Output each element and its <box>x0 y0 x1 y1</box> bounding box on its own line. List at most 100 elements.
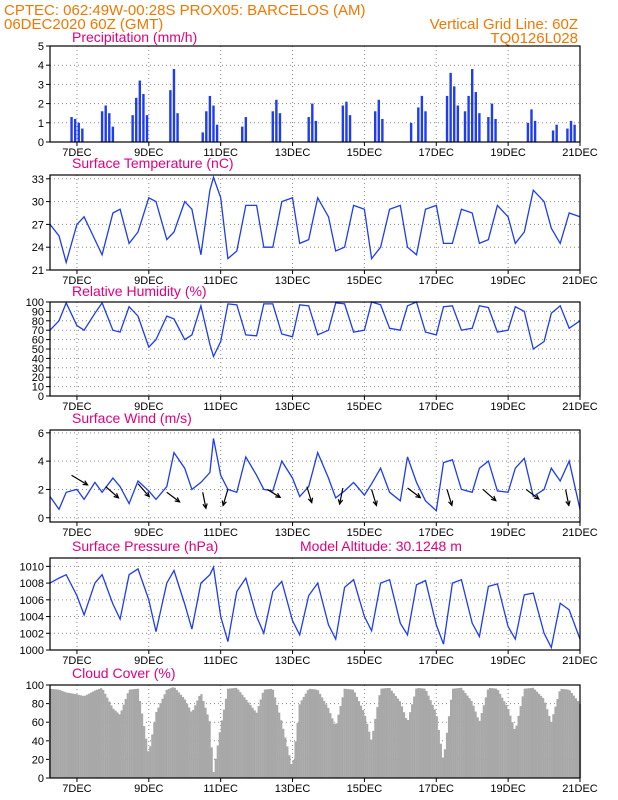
cloud-cover-bar <box>523 688 526 778</box>
cloud-cover-bar <box>316 690 320 778</box>
cloud-cover-bar <box>63 691 66 778</box>
cloud-cover-bar <box>552 714 555 778</box>
precipitation-bar <box>467 95 470 142</box>
wind-arrow-head <box>565 500 571 507</box>
precipitation-plot-frame <box>49 45 581 143</box>
temperature-plot-frame <box>49 174 581 271</box>
wind-title: Surface Wind (m/s) <box>72 410 192 426</box>
cloud-cover-bar <box>372 730 375 778</box>
cloud-cover-xtick-label: 19DEC <box>490 783 526 795</box>
temperature-ytick-label: 33 <box>32 174 44 186</box>
cloud-cover-bar <box>202 700 205 778</box>
cloud-cover-bar <box>251 707 254 778</box>
pressure-ytick-label: 1004 <box>20 612 44 624</box>
precipitation-bar <box>215 124 219 142</box>
cloud-cover-bar <box>134 688 138 778</box>
precipitation-bar <box>169 90 172 142</box>
cloud-cover-bar <box>122 704 125 778</box>
humidity-xtick-label: 11DEC <box>203 401 238 413</box>
temperature-xtick-label: 7DEC <box>62 275 91 287</box>
cloud-cover-bar <box>407 719 410 778</box>
humidity-ytick-label: 40 <box>32 353 44 365</box>
humidity-ytick-label: 100 <box>26 297 44 309</box>
cloud-cover-bar <box>511 722 514 778</box>
cloud-cover-bar <box>478 720 481 778</box>
cloud-cover-bar <box>95 689 99 778</box>
cloud-cover-bar <box>427 695 430 778</box>
cloud-cover-bar <box>411 704 414 778</box>
header-model-id: TQ0126L028 <box>490 30 578 47</box>
precipitation-bar <box>449 72 452 142</box>
pressure-ytick-label: 1010 <box>20 561 44 573</box>
cloud-cover-bar <box>261 692 264 778</box>
cloud-cover-bar <box>298 704 301 778</box>
cloud-cover-bar <box>474 711 477 778</box>
cloud-cover-bar <box>431 704 434 778</box>
precipitation-bar <box>471 69 474 142</box>
cloud-cover-bar <box>409 712 412 778</box>
cloud-cover-bar <box>501 697 504 778</box>
pressure-ytick-label: 1002 <box>20 628 44 640</box>
precipitation-bar <box>212 105 215 142</box>
cloud-cover-bar <box>245 699 248 778</box>
cloud-cover-bar <box>194 705 197 778</box>
cloud-cover-bar <box>433 709 436 778</box>
cloud-cover-bar <box>343 688 346 778</box>
cloud-cover-bar <box>235 687 238 778</box>
cloud-cover-bar <box>345 688 348 778</box>
cloud-cover-bar <box>212 771 215 778</box>
cloud-cover-bar <box>116 712 119 778</box>
cloud-cover-xtick-label: 13DEC <box>275 783 311 795</box>
precipitation-bar <box>73 118 77 142</box>
cloud-cover-bar <box>79 695 82 778</box>
cloud-cover-bar <box>253 710 256 778</box>
wind-arrow-shaft <box>137 483 150 497</box>
cloud-cover-bar <box>218 732 221 778</box>
precipitation-xtick-label: 17DEC <box>419 147 455 159</box>
humidity-ytick-label: 20 <box>32 372 44 384</box>
cloud-cover-bar <box>321 697 324 778</box>
precipitation-bar <box>172 69 176 142</box>
cloud-cover-bar <box>50 688 54 778</box>
cloud-cover-bar <box>69 693 72 778</box>
cloud-cover-bar <box>75 694 78 778</box>
cloud-cover-bar <box>294 741 297 778</box>
cloud-cover-bar <box>65 692 68 778</box>
cloud-cover-plot-frame <box>49 684 581 779</box>
temperature-xtick-label: 19DEC <box>490 275 526 287</box>
cloud-cover-bar <box>282 728 285 778</box>
precipitation-bar <box>533 120 537 142</box>
cloud-cover-bar <box>157 707 160 778</box>
precipitation-bar <box>70 117 73 142</box>
cloud-cover-bar <box>300 700 303 778</box>
precipitation-bar <box>201 132 204 142</box>
wind-ytick-label: 2 <box>38 484 44 496</box>
cloud-cover-bar <box>55 689 58 778</box>
temperature-xtick-label: 9DEC <box>134 275 163 287</box>
precipitation-bar <box>278 113 282 142</box>
precipitation-bar <box>409 122 413 142</box>
cloud-cover-bar <box>392 693 395 778</box>
cloud-cover-bar <box>449 699 453 778</box>
cloud-cover-bar <box>550 721 553 778</box>
pressure-xtick-label: 9DEC <box>134 655 163 667</box>
cloud-cover-bar <box>339 705 342 778</box>
pressure-xtick-label: 19DEC <box>490 655 526 667</box>
cloud-cover-bar <box>447 716 451 778</box>
cloud-cover-bar <box>366 723 369 778</box>
cloud-cover-bar <box>267 689 271 778</box>
cloud-cover-bar <box>210 747 213 778</box>
cloud-cover-bar <box>482 705 485 778</box>
cloud-cover-bar <box>329 713 332 778</box>
cloud-cover-bar <box>548 715 551 778</box>
precipitation-bar <box>341 105 345 142</box>
cloud-cover-bar <box>112 708 115 778</box>
cloud-cover-bar <box>331 718 334 778</box>
cloud-cover-bar <box>265 689 269 778</box>
cloud-cover-bar <box>276 704 279 778</box>
wind-arrow-head <box>202 503 208 510</box>
pressure-plot-frame <box>49 557 581 651</box>
cloud-cover-bar <box>390 690 393 778</box>
cloud-cover-bar <box>398 701 402 778</box>
cloud-cover-bar <box>525 688 528 778</box>
